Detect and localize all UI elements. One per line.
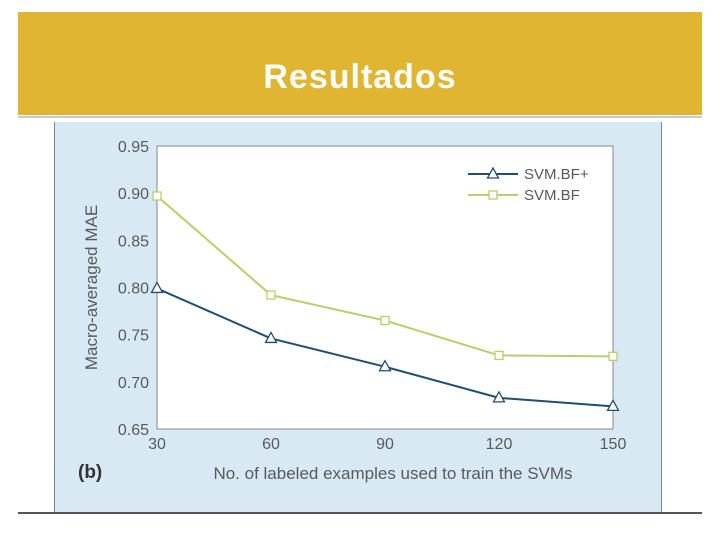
triangle-point (378, 359, 392, 372)
series-lines (150, 191, 620, 412)
title-band: Resultados (18, 12, 702, 115)
y-tick-label: 0.70 (118, 375, 149, 392)
legend-square-marker (488, 190, 498, 200)
x-tick-label: 30 (148, 436, 166, 453)
square-point (380, 315, 390, 326)
square-point (152, 191, 162, 201)
panel-label: (b) (78, 462, 102, 483)
triangle-point (150, 281, 164, 294)
legend-triangle-marker (486, 166, 500, 179)
y-tick-labels: 0.65 0.70 0.75 0.80 0.85 0.90 0.95 (118, 139, 149, 439)
y-tick-label: 0.75 (118, 328, 149, 345)
x-tick-labels: 30 60 90 120 150 (148, 436, 626, 453)
bottom-divider (18, 512, 702, 514)
triangle-point (492, 390, 506, 403)
x-tick-label: 120 (486, 436, 513, 453)
legend-entry-label: SVM.BF+ (524, 166, 589, 183)
x-tick-label: 150 (600, 436, 627, 453)
legend: SVM.BF+ SVM.BF (460, 160, 610, 208)
y-tick-label: 0.80 (118, 281, 149, 298)
title-divider (18, 116, 702, 118)
triangle-point (606, 399, 620, 412)
slide-title: Resultados (263, 58, 457, 96)
square-point (266, 290, 276, 300)
legend-box (460, 160, 610, 208)
y-tick-label: 0.90 (118, 186, 149, 203)
square-point (494, 350, 504, 361)
x-tick-label: 60 (262, 436, 280, 453)
triangle-point (264, 331, 278, 344)
x-tick-label: 90 (376, 436, 394, 453)
legend-entry-label: SVM.BF (524, 187, 580, 204)
y-axis-label: Macro-averaged MAE (82, 205, 101, 370)
y-tick-label: 0.95 (118, 139, 149, 156)
y-tick-label: 0.85 (118, 233, 149, 250)
square-point (608, 351, 618, 362)
x-axis-label: No. of labeled examples used to train th… (213, 464, 572, 483)
y-tick-label: 0.65 (118, 422, 149, 439)
